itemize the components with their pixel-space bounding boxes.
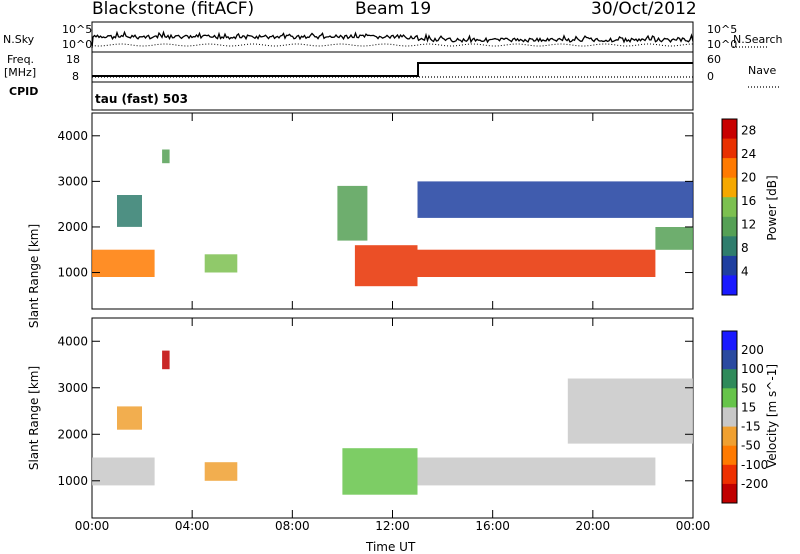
- power-colorbar-tick-5: 24: [741, 147, 756, 161]
- power-colorbar-seg-2: [722, 158, 737, 179]
- velocity-colorbar-tick-6: -100: [741, 458, 768, 472]
- xtick-label-1: 04:00: [175, 519, 210, 533]
- velocity-region-6: [567, 378, 693, 444]
- power-colorbar-seg-3: [722, 177, 737, 198]
- cpid-text: tau (fast) 503: [95, 92, 188, 106]
- velocity-colorbar-seg-1: [722, 350, 737, 370]
- velocity-colorbar-seg-2: [722, 369, 737, 389]
- nave-tick-60: 60: [707, 53, 721, 66]
- velocity-ytick-label-0: 1000: [57, 474, 88, 488]
- power-colorbar-tick-4: 20: [741, 171, 756, 185]
- velocity-colorbar-tick-1: 100: [741, 362, 764, 376]
- velocity-colorbar-tick-5: -50: [741, 439, 761, 453]
- power-colorbar-seg-6: [722, 236, 737, 257]
- noise-tick-top-right: 10^5: [707, 23, 738, 36]
- power-colorbar-frame: [721, 118, 738, 296]
- velocity-region-3: [204, 462, 238, 481]
- noise-tick-bottom-right: 10^0: [707, 38, 738, 51]
- nsky-label: N.Sky: [3, 33, 35, 46]
- xtick-label-2: 08:00: [275, 519, 310, 533]
- xlabel: Time UT: [366, 540, 416, 554]
- velocity-colorbar-seg-0: [722, 331, 737, 351]
- nave-tick-0: 0: [707, 70, 714, 83]
- power-region-0: [92, 249, 155, 277]
- velocity-colorbar-seg-3: [722, 388, 737, 408]
- power-colorbar-label: Power [dB]: [765, 175, 779, 241]
- power-colorbar-tick-3: 16: [741, 194, 756, 208]
- velocity-colorbar-frame: [721, 330, 738, 504]
- freq-label: Freq.: [7, 53, 35, 66]
- power-region-3: [204, 254, 238, 273]
- velocity-region-5: [417, 457, 656, 486]
- power-colorbar-seg-8: [722, 275, 737, 296]
- date-title: 30/Oct/2012: [591, 0, 697, 19]
- power-region-7: [655, 227, 693, 250]
- cpid-label: CPID: [9, 85, 39, 98]
- velocity-region-4: [342, 448, 418, 495]
- power-colorbar-seg-0: [722, 119, 737, 140]
- power-ytick-label-2: 3000: [57, 174, 88, 188]
- nave-label: Nave: [748, 64, 777, 77]
- beam-title: Beam 19: [355, 0, 432, 19]
- power-colorbar-seg-1: [722, 138, 737, 159]
- noise-tick-top-left: 10^5: [62, 23, 93, 36]
- power-colorbar-tick-0: 4: [741, 265, 749, 279]
- power-colorbar-seg-7: [722, 255, 737, 276]
- power-ylabel: Slant Range [km]: [27, 223, 41, 329]
- nsearch-label: N.Search: [733, 33, 783, 46]
- velocity-colorbar-label: Velocity [m s^-1]: [765, 363, 779, 469]
- freq-tick-8: 8: [72, 70, 79, 83]
- xtick-label-0: 00:00: [75, 519, 110, 533]
- velocity-ylabel: Slant Range [km]: [27, 365, 41, 471]
- power-ytick-label-0: 1000: [57, 266, 88, 280]
- power-region-1: [117, 195, 142, 227]
- velocity-ytick-label-3: 4000: [57, 334, 88, 348]
- power-colorbar-seg-4: [722, 197, 737, 218]
- xtick-label-5: 20:00: [576, 519, 611, 533]
- velocity-colorbar-seg-8: [722, 483, 737, 504]
- xtick-label-6: 00:00: [676, 519, 711, 533]
- power-colorbar-tick-1: 8: [741, 241, 749, 255]
- velocity-colorbar-tick-0: 200: [741, 343, 764, 357]
- velocity-colorbar-tick-3: 15: [741, 400, 756, 414]
- xtick-label-3: 12:00: [375, 519, 410, 533]
- velocity-colorbar-seg-4: [722, 407, 737, 427]
- velocity-colorbar-seg-5: [722, 426, 737, 447]
- velocity-ytick-label-2: 3000: [57, 381, 88, 395]
- power-colorbar-tick-2: 12: [741, 218, 756, 232]
- velocity-colorbar-tick-7: -200: [741, 477, 768, 491]
- velocity-ytick-label-1: 2000: [57, 427, 88, 441]
- power-region-4: [337, 185, 368, 241]
- power-region-5: [354, 245, 418, 287]
- cpid-panel: [91, 81, 694, 111]
- power-colorbar-tick-6: 28: [741, 124, 756, 138]
- freq-unit-label: [MHz]: [4, 66, 37, 79]
- noise-search-line: [91, 43, 694, 47]
- velocity-region-1: [117, 406, 142, 430]
- power-region-8: [417, 181, 693, 218]
- power-region-2: [162, 149, 170, 164]
- noise-sky-line: [91, 30, 694, 49]
- xtick-label-4: 16:00: [475, 519, 510, 533]
- noise-tick-bottom-left: 10^0: [62, 38, 93, 51]
- freq-tick-18: 18: [66, 53, 80, 66]
- velocity-colorbar-seg-7: [722, 464, 737, 485]
- power-region-6: [417, 249, 656, 277]
- freq-line: [92, 62, 693, 77]
- velocity-region-0: [92, 457, 155, 486]
- power-ytick-label-3: 4000: [57, 129, 88, 143]
- velocity-colorbar-tick-4: -15: [741, 420, 761, 434]
- velocity-region-2: [162, 350, 170, 370]
- station-title: Blackstone (fitACF): [92, 0, 255, 19]
- velocity-colorbar-seg-6: [722, 445, 737, 466]
- power-ytick-label-1: 2000: [57, 220, 88, 234]
- power-colorbar-seg-5: [722, 216, 737, 237]
- velocity-colorbar-tick-2: 50: [741, 381, 756, 395]
